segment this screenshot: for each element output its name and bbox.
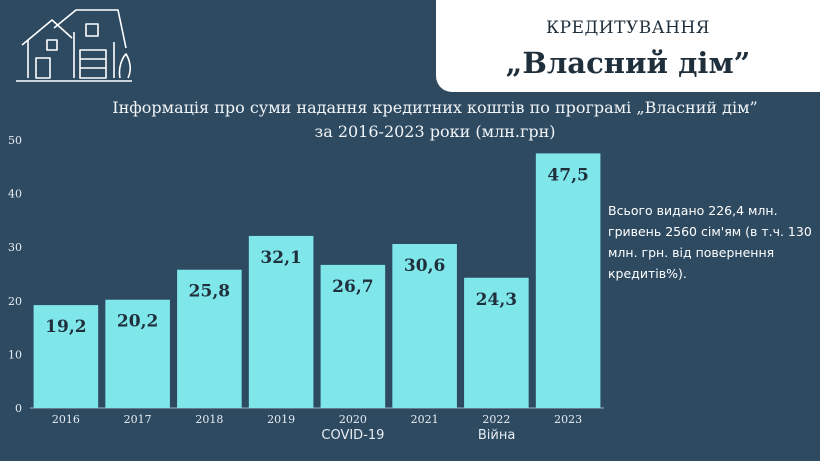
bar-value-label: 30,6: [404, 256, 445, 276]
bar-value-label: 26,7: [332, 277, 373, 297]
total-issued-note: Всього видано 226,4 млн. гривень 2560 сі…: [608, 203, 812, 281]
bar-2017: [105, 299, 170, 408]
x-tick-label: 2023: [554, 413, 582, 426]
y-tick-label: 40: [8, 188, 22, 201]
bar-value-label: 19,2: [45, 317, 86, 337]
bar-2020: [320, 264, 386, 408]
chart-title: Інформація про суми надання кредитних ко…: [112, 98, 758, 117]
bar-value-label: 20,2: [117, 312, 158, 332]
chart-subtitle: за 2016-2023 роки (млн.грн): [314, 122, 556, 141]
bar-2018: [177, 269, 242, 408]
bar-2016: [33, 305, 99, 408]
bar-value-label: 24,3: [476, 290, 517, 310]
y-tick-label: 0: [15, 402, 22, 415]
chart-title-block: Інформація про суми надання кредитних ко…: [90, 96, 780, 144]
x-tick-label: 2022: [482, 413, 510, 426]
program-name: „Власний дім”: [505, 46, 751, 80]
bar-2022: [464, 277, 529, 408]
annotation-covid: COVID-19: [321, 428, 385, 443]
house-logo-icon: [16, 9, 132, 82]
bar-value-label: 32,1: [260, 248, 301, 268]
bar-2019: [248, 235, 314, 408]
x-tick-label: 2016: [52, 413, 80, 426]
y-tick-label: 30: [8, 241, 22, 254]
bar-2023: [535, 153, 601, 408]
program-title-box: КРЕДИТУВАННЯ „Власний дім”: [436, 0, 820, 92]
x-tick-label: 2017: [124, 413, 152, 426]
y-tick-label: 10: [8, 348, 22, 361]
x-tick-label: 2018: [195, 413, 223, 426]
bar-2021: [392, 243, 457, 408]
x-tick-label: 2020: [339, 413, 367, 426]
category-label: КРЕДИТУВАННЯ: [545, 18, 711, 38]
y-tick-label: 50: [8, 134, 22, 147]
bar-value-label: 47,5: [547, 165, 588, 185]
x-tick-label: 2019: [267, 413, 295, 426]
y-tick-label: 20: [8, 295, 22, 308]
bar-value-label: 25,8: [189, 282, 230, 302]
annotation-war: Війна: [477, 428, 516, 443]
x-tick-label: 2021: [411, 413, 439, 426]
